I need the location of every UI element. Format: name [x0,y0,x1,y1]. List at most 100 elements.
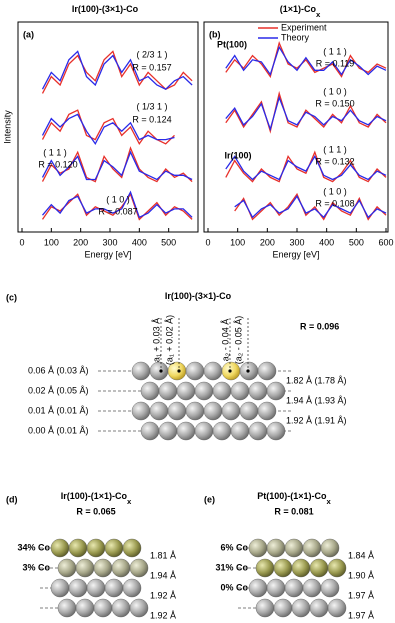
r-factor: R = 0.119 [316,58,355,68]
atom [266,381,286,401]
atom [248,421,268,441]
atom [273,598,293,618]
atom [230,421,250,441]
atom [266,421,286,441]
atom [212,381,232,401]
panel-label: (a) [23,29,34,39]
panel-label: (d) [6,494,18,504]
atom [291,558,311,578]
co-fraction: 0% Co [220,582,248,592]
r-factor: R = 0.108 [315,198,354,208]
atom [320,538,340,558]
atom-center [177,369,181,373]
beam-label: ( 1 1 ) [323,144,347,154]
theory-line [41,150,193,181]
atom [248,538,268,558]
height-label: 0.00 Å (0.01 Å) [28,425,89,435]
title-subscript: x [326,497,331,506]
x-tick-label: 500 [349,237,364,247]
atom [86,538,106,558]
title-subscript: x [316,10,321,19]
panel-label: (c) [6,292,17,302]
title-text: Ir(100)-(3×1)-Co [165,291,232,301]
spacing-label: 1.90 Å [348,570,374,580]
atom [104,538,124,558]
beam-label: ( 1/3 1 ) [136,101,167,111]
atom [129,598,149,618]
atom [50,538,70,558]
atom [257,401,277,421]
title-text: (1×1)-Co [280,4,317,14]
atom-center [228,369,232,373]
displacement-label: (a₁ + 0.02 Å) [164,315,174,365]
atom [176,421,196,441]
beam-label: ( 2/3 1 ) [136,49,167,59]
title: Pt(100)-(1×1)-Cox [257,491,331,505]
atom [327,558,347,578]
r-factor: R = 0.065 [76,506,115,516]
theory-line [234,195,387,219]
atom [149,401,169,421]
atom [221,401,241,421]
displacement-label: a₂ - 0.04 Å [220,319,230,362]
atom [291,598,311,618]
atom [122,578,142,598]
atom [104,578,124,598]
title: (1×1)-Cox [280,4,321,18]
spacing-label: 1.97 Å [348,590,374,600]
theory-line [225,45,387,76]
atom [111,598,131,618]
panel-label: (b) [209,29,221,39]
spacing-label: 1.81 Å [150,550,176,560]
beam-label: ( 1 1 ) [43,147,67,157]
atom [230,381,250,401]
experiment-line [225,90,387,134]
atom [194,421,214,441]
atom [140,381,160,401]
atom [239,401,259,421]
atom [284,578,304,598]
atom [284,538,304,558]
co-fraction: 31% Co [215,562,248,572]
height-label: 0.02 Å (0.05 Å) [28,385,89,395]
r-factor: R = 0.157 [132,62,171,72]
atom-center [159,369,163,373]
co-fraction: 34% Co [17,542,50,552]
beam-label: ( 1 0 ) [323,186,347,196]
atom [203,401,223,421]
theory-line [41,113,175,146]
spacing-label: 1.97 Å [348,610,374,620]
spacing-label: 1.92 Å (1.91 Å) [286,415,347,425]
atom [212,421,232,441]
theory-line [41,50,193,90]
experiment-line [41,50,193,94]
atom [185,401,205,421]
atom [266,538,286,558]
title: Ir(100)-(1×1)-Cox [61,491,132,505]
x-tick-label: 0 [19,237,24,247]
atom [86,578,106,598]
displacement-label: (a₂ - 0.05 Å) [233,316,243,365]
atom [75,558,95,578]
atom [122,538,142,558]
atom [131,361,151,381]
atom [140,421,160,441]
r-factor: R = 0.120 [38,159,77,169]
x-tick-label: 400 [132,237,147,247]
r-factor: R = 0.081 [274,506,313,516]
atom [111,558,131,578]
r-factor: R = 0.124 [132,114,171,124]
atom [255,598,275,618]
co-fraction: 6% Co [220,542,248,552]
legend-label: Theory [281,32,310,42]
atom [158,381,178,401]
atom [75,598,95,618]
beam-label: ( 1 0 ) [106,194,130,204]
atom [131,401,151,421]
theory-line [42,190,193,219]
r-factor: R = 0.132 [315,156,354,166]
atom [203,361,223,381]
spacing-label: 1.92 Å [150,590,176,600]
atom [302,538,322,558]
